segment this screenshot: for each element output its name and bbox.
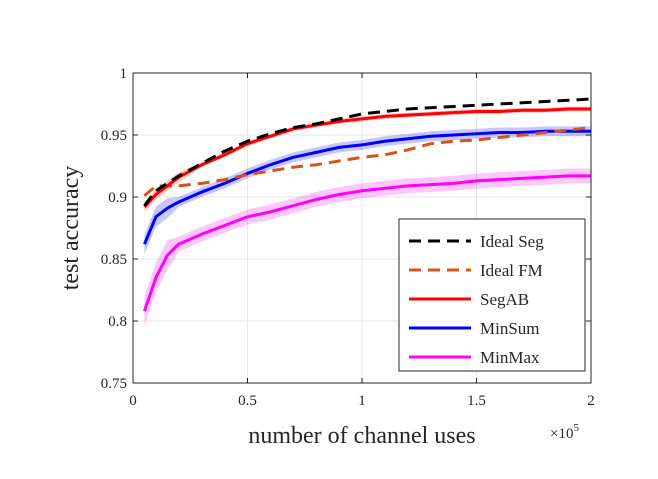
y-tick-label: 0.9 [108,190,127,206]
x-exponent-power: 5 [573,422,579,434]
series-line-minmax [143,174,591,312]
y-axis-label: test accuracy [58,166,84,291]
x-exponent-base: ×10 [550,426,573,442]
legend-items: Ideal Seg Ideal FM SegAB MinSum MinMax [409,232,544,367]
legend-box [398,218,586,372]
legend-label-ideal-seg: Ideal Seg [480,232,544,251]
x-exponent-label: ×105 [550,422,579,442]
x-axis-label: number of channel uses [248,423,475,449]
axis-ticks: 0 0.5 1 1.5 2 0.75 0.8 0.85 0.9 0.95 1 [101,66,595,409]
series-line-segab [143,107,591,208]
legend-label-minmax: MinMax [480,348,540,367]
y-tick-label: 0.85 [101,252,127,268]
y-tick-label: 0.95 [101,128,127,144]
legend-label-segab: SegAB [480,290,529,309]
x-tick-label: 0 [129,393,137,409]
y-tick-label: 0.8 [108,314,127,330]
x-tick-label: 1 [358,393,366,409]
y-tick-label: 1 [120,66,128,82]
series-line-minsum [143,129,591,245]
x-tick-label: 2 [587,393,595,409]
x-tick-label: 0.5 [238,393,257,409]
legend: Ideal Seg Ideal FM SegAB MinSum MinMax [398,218,586,372]
series-line-ideal-fm [143,126,592,197]
legend-label-minsum: MinSum [480,319,540,338]
series-line-ideal-seg [143,97,592,207]
series-lines [143,97,592,326]
legend-label-ideal-fm: Ideal FM [480,261,543,280]
y-tick-label: 0.75 [101,376,127,392]
series-band-minmax [144,168,591,326]
x-tick-label: 1.5 [467,393,486,409]
